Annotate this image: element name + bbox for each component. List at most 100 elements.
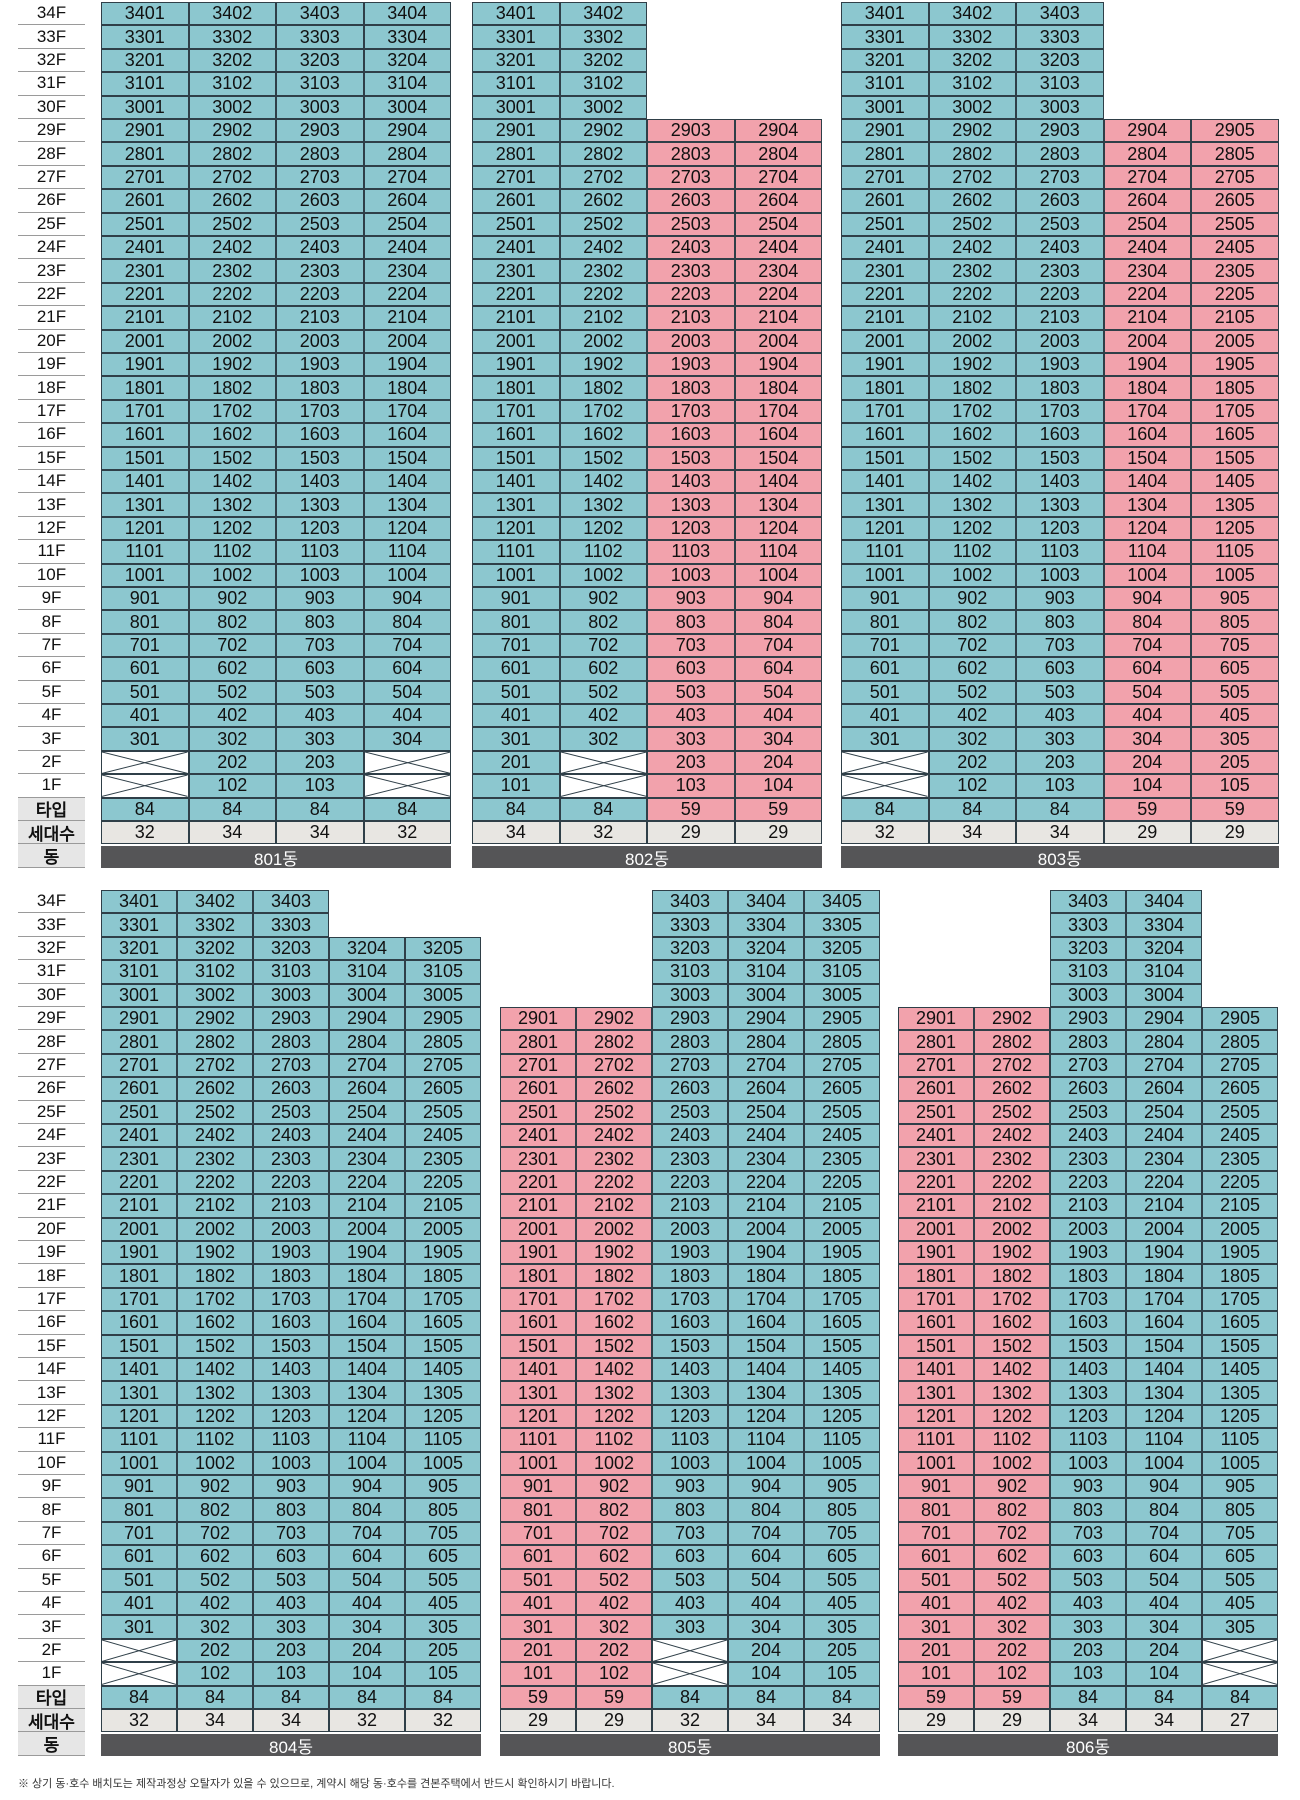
unit-cell[interactable]: 2505: [1191, 212, 1279, 236]
unit-cell[interactable]: 2703: [1016, 165, 1104, 190]
unit-cell[interactable]: 1705: [405, 1287, 481, 1312]
unit-cell[interactable]: 305: [1202, 1615, 1278, 1639]
unit-cell[interactable]: 104: [1126, 1662, 1202, 1686]
unit-cell[interactable]: 2203: [647, 282, 735, 307]
unit-cell[interactable]: 905: [804, 1475, 880, 1499]
unit-cell[interactable]: 1901: [841, 353, 929, 377]
unit-cell[interactable]: 701: [472, 633, 560, 658]
unit-cell[interactable]: 1802: [559, 376, 647, 400]
unit-cell[interactable]: 302: [576, 1615, 652, 1639]
unit-cell[interactable]: 2502: [928, 212, 1016, 236]
unit-cell[interactable]: 1602: [177, 1311, 253, 1335]
unit-cell[interactable]: 203: [253, 1638, 329, 1663]
unit-cell[interactable]: 3205: [405, 936, 481, 961]
unit-cell[interactable]: 1504: [728, 1334, 804, 1358]
unit-cell[interactable]: 705: [804, 1521, 880, 1546]
unit-cell[interactable]: 602: [177, 1545, 253, 1569]
unit-cell[interactable]: 1403: [1050, 1358, 1126, 1382]
unit-cell[interactable]: 2404: [1126, 1124, 1202, 1148]
unit-cell[interactable]: 1901: [500, 1241, 576, 1265]
unit-cell[interactable]: 2704: [1103, 165, 1191, 190]
unit-cell[interactable]: 605: [1191, 657, 1279, 681]
unit-cell[interactable]: 2002: [974, 1217, 1050, 1241]
unit-cell[interactable]: 2304: [1103, 259, 1191, 283]
unit-cell[interactable]: 405: [405, 1592, 481, 1616]
unit-cell[interactable]: 505: [405, 1568, 481, 1592]
unit-cell[interactable]: 3103: [276, 72, 364, 96]
unit-cell[interactable]: 2102: [576, 1194, 652, 1218]
unit-cell[interactable]: 1805: [405, 1264, 481, 1288]
unit-cell[interactable]: 1803: [253, 1264, 329, 1288]
unit-cell[interactable]: 1502: [177, 1334, 253, 1358]
unit-cell[interactable]: 902: [177, 1475, 253, 1499]
unit-cell[interactable]: 504: [1126, 1568, 1202, 1592]
unit-cell[interactable]: 1102: [974, 1428, 1050, 1452]
unit-cell[interactable]: 3302: [559, 25, 647, 49]
unit-cell[interactable]: 2904: [1103, 119, 1191, 143]
unit-cell[interactable]: 401: [101, 704, 189, 728]
unit-cell[interactable]: 1304: [734, 493, 822, 517]
unit-cell[interactable]: 2702: [928, 165, 1016, 190]
unit-cell[interactable]: 2704: [728, 1053, 804, 1078]
unit-cell[interactable]: 2801: [898, 1030, 974, 1054]
unit-cell[interactable]: 1001: [841, 563, 929, 587]
unit-cell[interactable]: 1703: [652, 1287, 728, 1312]
unit-cell[interactable]: 802: [177, 1498, 253, 1522]
unit-cell[interactable]: 2504: [728, 1100, 804, 1124]
unit-cell[interactable]: 1702: [928, 399, 1016, 424]
unit-cell[interactable]: 401: [472, 704, 560, 728]
unit-cell[interactable]: 2005: [1191, 329, 1279, 353]
unit-cell[interactable]: 503: [647, 680, 735, 704]
unit-cell[interactable]: 2301: [500, 1147, 576, 1171]
unit-cell[interactable]: 1504: [734, 446, 822, 470]
unit-cell[interactable]: 405: [804, 1592, 880, 1616]
unit-cell[interactable]: 2704: [329, 1053, 405, 1078]
unit-cell[interactable]: 2901: [472, 119, 560, 143]
unit-cell[interactable]: 301: [101, 727, 189, 751]
unit-cell[interactable]: 904: [728, 1475, 804, 1499]
unit-cell[interactable]: 902: [928, 587, 1016, 611]
unit-cell[interactable]: 2902: [188, 119, 276, 143]
unit-cell[interactable]: 1904: [363, 353, 451, 377]
unit-cell[interactable]: 803: [253, 1498, 329, 1522]
unit-cell[interactable]: 202: [188, 750, 276, 775]
unit-cell[interactable]: 2801: [101, 1030, 177, 1054]
unit-cell[interactable]: 2903: [1050, 1007, 1126, 1031]
unit-cell[interactable]: 2003: [276, 329, 364, 353]
unit-cell[interactable]: 2105: [804, 1194, 880, 1218]
unit-cell[interactable]: 1102: [928, 540, 1016, 564]
unit-cell[interactable]: 3004: [728, 983, 804, 1007]
unit-cell[interactable]: 3305: [804, 913, 880, 937]
unit-cell[interactable]: 1701: [898, 1287, 974, 1312]
unit-cell[interactable]: 602: [188, 657, 276, 681]
unit-cell[interactable]: 603: [1016, 657, 1104, 681]
unit-cell[interactable]: 304: [363, 727, 451, 751]
unit-cell[interactable]: 303: [647, 727, 735, 751]
unit-cell[interactable]: 503: [253, 1568, 329, 1592]
unit-cell[interactable]: 1601: [500, 1311, 576, 1335]
unit-cell[interactable]: 202: [576, 1638, 652, 1663]
unit-cell[interactable]: 102: [974, 1662, 1050, 1686]
unit-cell[interactable]: 602: [928, 657, 1016, 681]
unit-cell[interactable]: 2802: [188, 142, 276, 166]
unit-cell[interactable]: 303: [276, 727, 364, 751]
unit-cell[interactable]: 603: [276, 657, 364, 681]
unit-cell[interactable]: 1402: [188, 470, 276, 494]
unit-cell[interactable]: 604: [1126, 1545, 1202, 1569]
unit-cell[interactable]: 1904: [329, 1241, 405, 1265]
unit-cell[interactable]: 2401: [898, 1124, 974, 1148]
unit-cell[interactable]: 3404: [728, 890, 804, 914]
unit-cell[interactable]: 203: [276, 750, 364, 775]
unit-cell[interactable]: 3203: [253, 936, 329, 961]
unit-cell[interactable]: 1604: [1103, 423, 1191, 447]
unit-cell[interactable]: 1605: [804, 1311, 880, 1335]
unit-cell[interactable]: 1303: [647, 493, 735, 517]
unit-cell[interactable]: 2803: [647, 142, 735, 166]
unit-cell[interactable]: 1904: [1103, 353, 1191, 377]
unit-cell[interactable]: 2303: [253, 1147, 329, 1171]
unit-cell[interactable]: 2103: [253, 1194, 329, 1218]
unit-cell[interactable]: 102: [177, 1662, 253, 1686]
unit-cell[interactable]: 104: [728, 1662, 804, 1686]
unit-cell[interactable]: 2101: [101, 1194, 177, 1218]
unit-cell[interactable]: 402: [928, 704, 1016, 728]
